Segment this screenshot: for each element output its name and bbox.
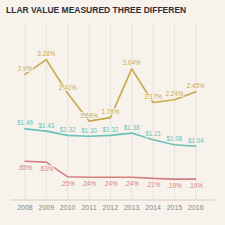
x-tick-label: 2015: [167, 204, 183, 211]
data-label: $1.08: [167, 135, 183, 142]
grid-line: [195, 24, 196, 200]
x-tick-label: 2016: [188, 204, 204, 211]
grid-line: [174, 24, 175, 200]
x-tick-label: 2014: [145, 204, 161, 211]
grid-line: [153, 24, 154, 200]
data-label: $1.32: [60, 126, 76, 133]
data-label: .19%: [167, 182, 182, 189]
data-label: $1.38: [124, 124, 140, 131]
data-label: 1.78%: [101, 108, 119, 115]
data-label: $1.30: [81, 127, 97, 134]
data-label: .19%: [189, 182, 204, 189]
data-label: $1.21: [145, 130, 161, 137]
data-label: 2.24%: [165, 90, 183, 97]
chart: LLAR VALUE MEASURED THREE DIFFEREN 2008 20…: [0, 0, 225, 225]
data-label: 2.45%: [187, 82, 205, 89]
series-line: [25, 161, 196, 179]
grid-line: [24, 24, 25, 200]
x-tick-label: 2012: [103, 204, 119, 211]
data-label: 1.69%: [80, 112, 98, 119]
x-tick-label: 2008: [17, 204, 33, 211]
data-label: $1.49: [17, 119, 33, 126]
x-tick-label: 2013: [124, 204, 140, 211]
data-label: .24%: [82, 180, 97, 187]
x-tick-label: 2010: [60, 204, 76, 211]
data-label: .63%: [39, 165, 54, 172]
x-tick-label: 2009: [39, 204, 55, 211]
data-label: .65%: [18, 164, 33, 171]
data-label: .25%: [60, 180, 75, 187]
data-label: $1.04: [188, 137, 204, 144]
data-label: $1.43: [38, 122, 54, 129]
data-label: $1.32: [102, 126, 118, 133]
series-line: [25, 60, 196, 121]
data-labels: $1.49 $1.43 $1.32 $1.30 $1.32 $1.38 $1.21 $1.08…: [17, 50, 205, 189]
x-axis-line: [10, 200, 215, 201]
data-label: 3.04%: [123, 59, 141, 66]
data-label: 2.41%: [59, 84, 77, 91]
data-label: 3.28%: [37, 50, 55, 57]
background: [0, 0, 225, 225]
data-label: .24%: [125, 180, 140, 187]
grid-line: [67, 24, 68, 200]
data-label: 2.9%: [18, 65, 33, 72]
data-label: 2.17%: [144, 93, 162, 100]
plot-area: [25, 60, 196, 180]
x-tick-label: 2011: [81, 204, 96, 211]
data-label: .21%: [146, 181, 161, 188]
grid-line: [131, 24, 132, 200]
data-label: .24%: [103, 180, 118, 187]
title: LLAR VALUE MEASURED THREE DIFFEREN: [6, 5, 186, 15]
